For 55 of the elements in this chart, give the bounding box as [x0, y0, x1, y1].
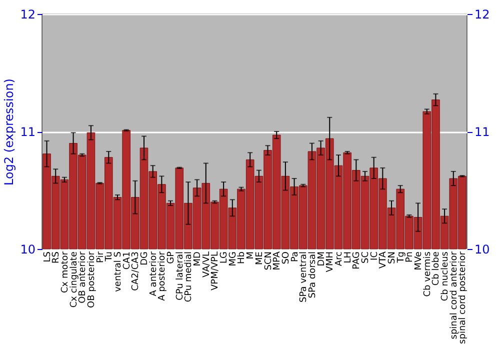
x-tick-label: Hb: [237, 251, 248, 264]
x-tick-label: Pn: [405, 252, 416, 262]
x-tick-label: SO: [281, 252, 292, 264]
x-tick-label: ventral S: [113, 251, 124, 292]
x-tick-label: M: [246, 252, 256, 260]
x-tick-label: SCN: [264, 252, 274, 270]
x-tick-label: VPM/VPL: [210, 252, 221, 290]
x-tick-label: GP: [166, 250, 177, 264]
x-tick-label: MVe: [414, 251, 424, 270]
x-tick-label: Cb lobe: [432, 251, 442, 286]
x-tick-label: SPa dorsal: [308, 252, 318, 298]
y2-tick-label: 12: [474, 8, 490, 22]
x-tick-label: MPA: [272, 250, 283, 270]
x-tick-label: IC: [370, 252, 380, 260]
x-tick-label: OB anterior: [78, 251, 88, 304]
y-tick-label: 10: [20, 242, 36, 256]
x-tick-label: spinal cord anterior: [449, 251, 460, 340]
x-tick-label: MD: [193, 251, 204, 266]
x-tick-label: CA1: [122, 252, 132, 270]
x-tick-label: Cx motor: [60, 251, 70, 293]
y2-tick-label: 10: [474, 242, 490, 256]
x-tick-label: VMH: [326, 252, 336, 272]
x-tick-label: SPa ventral: [299, 252, 310, 302]
y2-tick-label: 11: [474, 125, 490, 139]
x-tick-label: DM: [316, 252, 327, 266]
x-tick-label: DG: [140, 251, 150, 266]
x-tick-label: CA2/CA3: [131, 252, 142, 291]
y-tick-label: 12: [20, 8, 36, 22]
x-tick-label: SC: [360, 252, 371, 264]
x-tick-label: spinal cord posterior: [458, 251, 468, 344]
x-tick-label: Arc: [334, 251, 344, 266]
x-tick-label: ME: [254, 251, 265, 265]
y-axis-title: Log2 (expression): [2, 78, 16, 186]
x-tick-label: LH: [343, 252, 354, 264]
x-tick-label: CPu lateral: [175, 252, 186, 300]
y-tick-label: 11: [20, 125, 36, 139]
x-tick-label: Cx cingulate: [69, 251, 80, 308]
x-tick-label: Pir: [96, 251, 106, 263]
x-tick-label: Pa: [290, 252, 300, 262]
x-tick-label: Tu: [104, 252, 115, 262]
x-tick-label: VA/VL: [202, 252, 212, 278]
x-tick-label: A posterior: [158, 251, 168, 301]
x-tick-label: VTA: [378, 250, 389, 269]
x-tick-label: LG: [220, 251, 230, 264]
x-tick-label: Tg: [396, 252, 406, 264]
x-tick-label: RS: [52, 251, 62, 264]
x-tick-label: OB posterior: [86, 251, 97, 308]
x-tick-label: MG: [228, 251, 238, 266]
x-tick-label: Cb nucleus: [440, 251, 451, 302]
x-tick-label: SN: [388, 252, 398, 264]
x-tick-label: PAG: [352, 251, 362, 270]
x-tick-label: LS: [42, 251, 53, 262]
x-tick-label: Cb vermis: [422, 251, 433, 297]
x-tick-label: A anterior: [148, 251, 159, 296]
x-tick-label: CPu medial: [184, 252, 194, 302]
